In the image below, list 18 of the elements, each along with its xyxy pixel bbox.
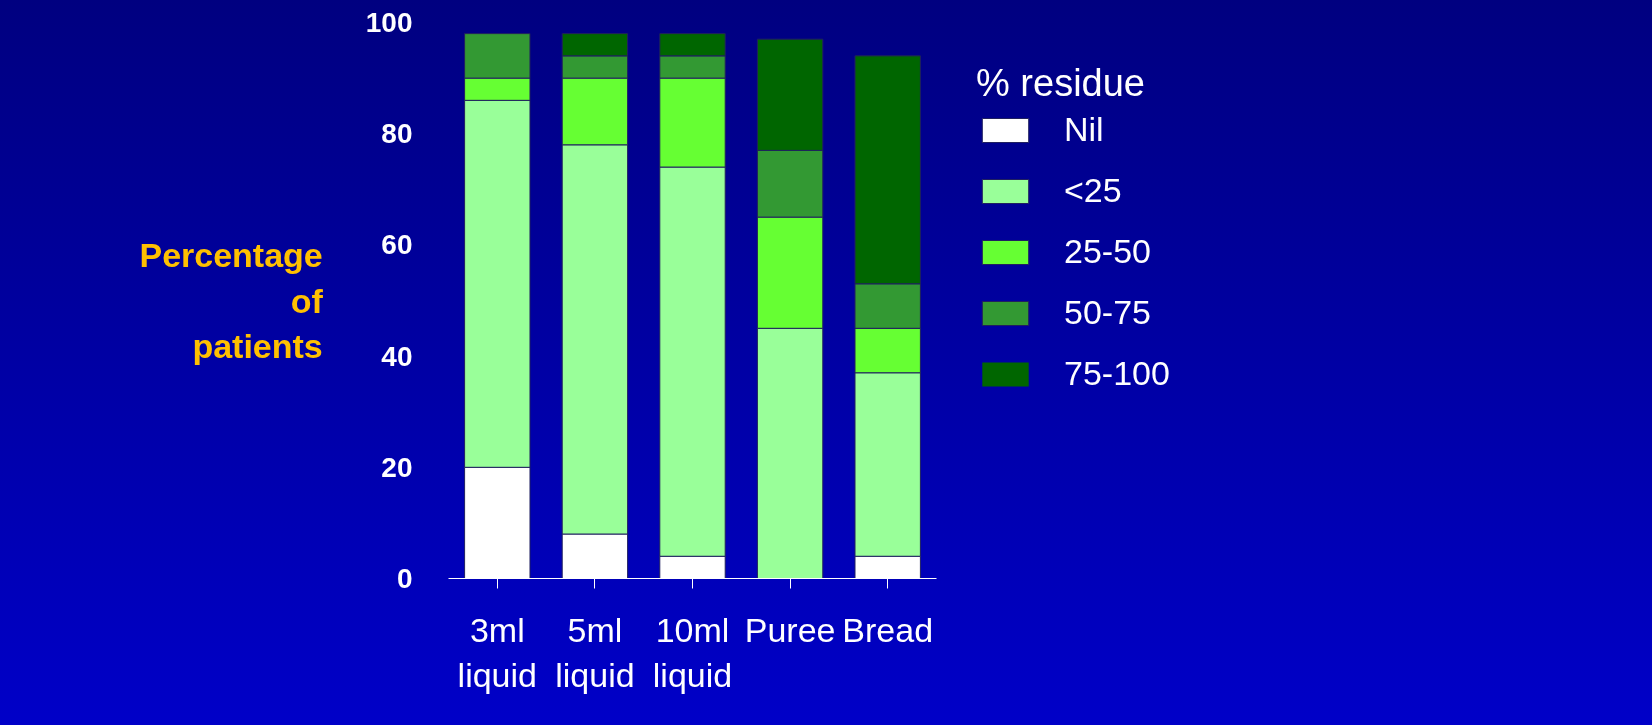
y-tick-label: 100 bbox=[365, 7, 413, 38]
y-axis-title: Percentage of patients bbox=[139, 235, 324, 366]
legend-label: 75-100 bbox=[1064, 354, 1170, 393]
legend-title: % residue bbox=[976, 62, 1146, 105]
y-tick-label: 80 bbox=[381, 118, 413, 150]
x-tick-label: 3ml liquid bbox=[457, 610, 537, 695]
legend-label: 25-50 bbox=[1064, 232, 1151, 271]
x-tick-label: 10ml liquid bbox=[652, 610, 733, 695]
legend-label: <25 bbox=[1064, 171, 1122, 210]
y-tick-label: 40 bbox=[381, 340, 413, 372]
y-tick-label: 20 bbox=[381, 451, 413, 483]
y-tick-label: 0 bbox=[396, 563, 413, 594]
x-tick-label: Bread bbox=[842, 610, 934, 649]
legend-label: 50-75 bbox=[1064, 293, 1151, 332]
x-tick-label: 5ml liquid bbox=[555, 610, 635, 695]
x-tick-label: Puree bbox=[744, 610, 836, 649]
legend-label: Nil bbox=[1064, 110, 1104, 149]
y-tick-label: 60 bbox=[381, 229, 413, 261]
